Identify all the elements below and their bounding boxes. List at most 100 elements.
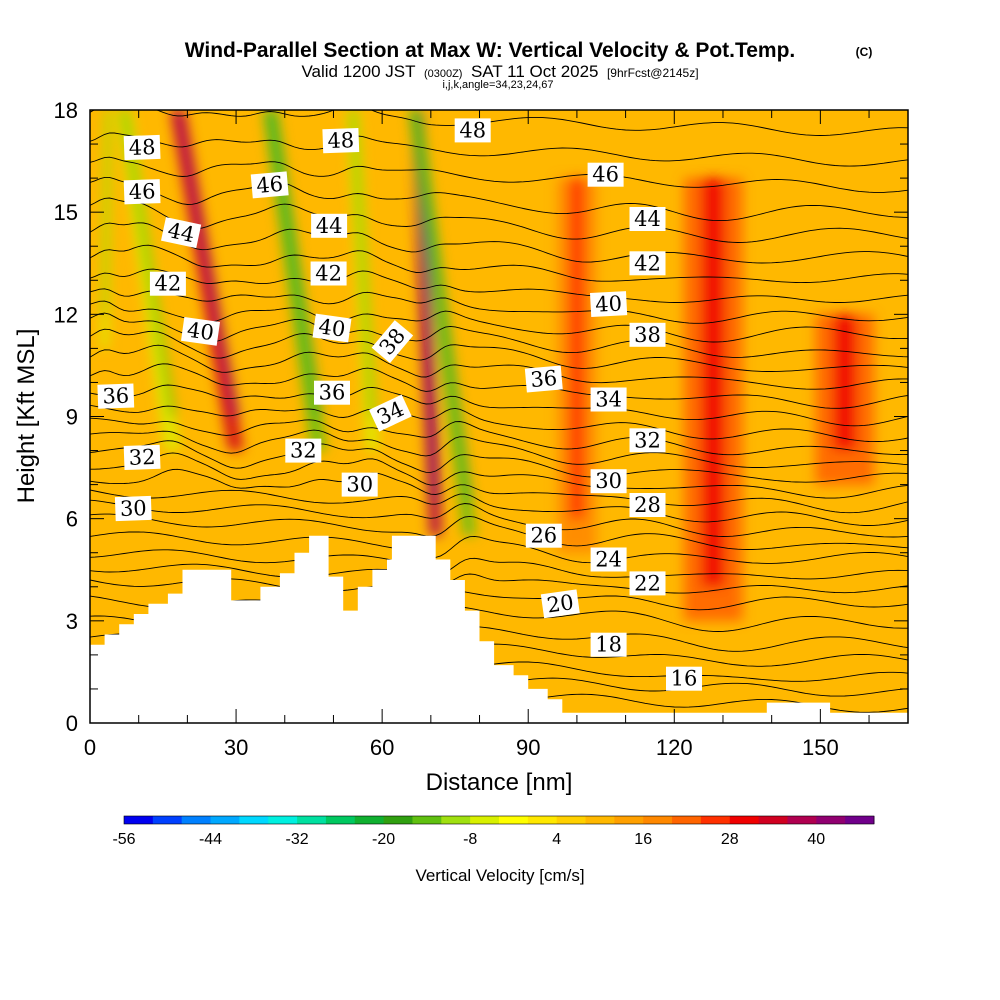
colorbar-swatch	[181, 816, 212, 824]
colorbar-swatch	[412, 816, 442, 824]
contour-label-text: 42	[634, 251, 661, 275]
contour-label-text: 34	[595, 388, 622, 412]
contour-label-text: 46	[255, 172, 284, 198]
contour-label-text: 40	[317, 314, 347, 341]
y-tick-label: 9	[66, 405, 78, 430]
colorbar-swatch	[614, 816, 644, 824]
contour-label-text: 36	[319, 381, 346, 405]
contour-label-text: 38	[634, 323, 661, 347]
theta-contour	[90, 499, 908, 538]
x-tick-label: 120	[656, 735, 693, 760]
subtitle-fcst: [9hrFcst@2145z]	[607, 66, 699, 80]
terrain	[90, 535, 908, 723]
colorbar-swatch	[787, 816, 817, 824]
contour-label-box	[629, 493, 666, 517]
contour-label: 36	[97, 383, 135, 409]
contour-label-box	[371, 320, 414, 364]
contour-label-text: 30	[120, 496, 148, 521]
contour-label-text: 28	[634, 493, 661, 517]
contour-label: 44	[311, 213, 348, 238]
contour-label-text: 40	[186, 318, 216, 345]
colorbar-swatch	[124, 816, 154, 824]
colorbar-swatch	[499, 816, 529, 824]
contour-label-box	[629, 322, 666, 347]
theta-contour	[90, 344, 908, 390]
contour-label-text: 32	[290, 439, 317, 463]
x-axis: 0 30 60 90 120 150	[84, 110, 870, 760]
contour-label-box	[149, 271, 186, 296]
colorbar-tick-label: -56	[112, 831, 135, 848]
contour-label: 46	[250, 171, 289, 199]
colorbar-swatch	[383, 816, 413, 824]
contour-label: 30	[114, 495, 152, 522]
y-tick-label: 0	[66, 711, 78, 736]
chart-params: i,j,k,angle=34,23,24,67	[442, 79, 553, 91]
theta-contour	[90, 363, 908, 409]
contour-label: 30	[590, 469, 627, 494]
theta-contour	[90, 549, 908, 580]
velocity-band-core	[412, 110, 473, 502]
contour-label: 48	[322, 127, 360, 154]
colorbar-swatch	[210, 816, 240, 824]
colorbar-swatch	[729, 816, 760, 824]
contour-label: 42	[629, 251, 666, 276]
contour-label-text: 40	[595, 291, 623, 316]
y-tick-label: 15	[54, 200, 78, 225]
colorbar-swatch	[441, 816, 471, 824]
contour-label-text: 44	[316, 214, 343, 238]
contour-label-text: 26	[530, 524, 557, 548]
theta-contour	[90, 468, 908, 514]
theta-contour	[90, 563, 908, 594]
colorbar-swatch	[816, 816, 846, 824]
contour-label-box	[310, 261, 347, 286]
colorbar-tick-label: 40	[807, 831, 825, 848]
contour-label: 42	[149, 271, 186, 296]
y-tick-label: 3	[66, 609, 78, 634]
colorbar-swatch	[585, 816, 615, 824]
contour-label-box	[369, 394, 412, 432]
contour-label-box	[666, 666, 702, 691]
contour-label: 32	[629, 428, 666, 453]
theta-contour	[90, 429, 908, 468]
velocity-band-core	[833, 314, 857, 451]
contour-label-box	[97, 383, 135, 409]
theta-contour	[90, 452, 908, 499]
colorbar-swatch	[527, 816, 558, 824]
colorbar-swatch	[152, 816, 183, 824]
x-tick-label: 0	[84, 735, 96, 760]
contour-label-box	[341, 472, 378, 497]
contour-label: 18	[590, 632, 627, 657]
contour-label: 40	[589, 291, 628, 318]
contour-label-text: 22	[634, 571, 661, 595]
theta-contour	[90, 513, 908, 550]
velocity-band-core	[569, 178, 585, 519]
theta-contour	[90, 132, 908, 167]
contour-label-box	[589, 291, 628, 318]
contour-label-box	[587, 162, 624, 187]
colorbar-tick-label: 16	[634, 831, 652, 848]
contour-label: 30	[341, 472, 378, 497]
colorbar: -56 -44 -32 -20 -8 4 16 28 40	[112, 815, 875, 848]
contour-label: 46	[587, 162, 624, 187]
contour-label: 44	[160, 217, 202, 249]
contour-label-text: 30	[595, 469, 622, 493]
colorbar-tick-label: -20	[372, 831, 395, 848]
colorbar-swatch	[758, 816, 788, 824]
contour-label-box	[540, 589, 580, 619]
contour-label-text: 18	[595, 633, 622, 657]
colorbar-swatch	[643, 816, 673, 824]
theta-contour	[90, 328, 908, 372]
colorbar-swatch	[325, 816, 356, 824]
contour-label-text: 42	[155, 272, 182, 296]
contour-label: 32	[285, 438, 322, 463]
x-tick-label: 150	[802, 735, 839, 760]
contour-label-text: 24	[595, 548, 622, 572]
contour-label-box	[314, 380, 350, 405]
theta-contour	[90, 176, 908, 222]
contour-label-text: 36	[529, 366, 558, 392]
velocity-band-core	[701, 178, 725, 587]
contour-label: 38	[629, 322, 666, 347]
colorbar-tick-label: -44	[199, 831, 222, 848]
